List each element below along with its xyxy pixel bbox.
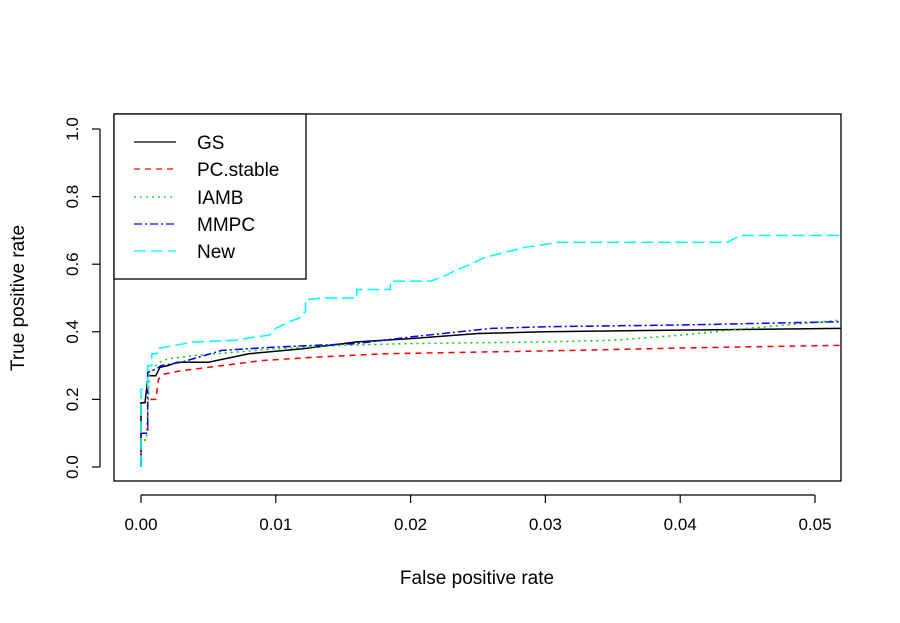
legend-label-pc-stable: PC.stable	[197, 160, 279, 181]
legend-entry-gs: GS	[134, 133, 224, 154]
x-tick-label: 0.01	[259, 515, 292, 534]
y-tick-label: 0.0	[63, 455, 82, 479]
series-layer	[140, 234, 841, 467]
x-tick-label: 0.02	[394, 515, 427, 534]
y-ticks: 0.0 0.2 0.4 0.6 0.8 1.0	[63, 117, 100, 479]
x-tick-label: 0.05	[798, 515, 831, 534]
legend-entry-iamb: IAMB	[134, 188, 243, 209]
x-tick-label: 0.04	[664, 515, 697, 534]
legend-label-iamb: IAMB	[197, 188, 243, 209]
legend-label-new: New	[197, 242, 235, 263]
x-axis: 0.00 0.01 0.02 0.03 0.04 0.05 False positive …	[124, 494, 832, 589]
y-tick-label: 0.2	[63, 388, 82, 412]
plot-frame	[113, 113, 842, 482]
legend-entry-new: New	[134, 242, 235, 263]
legend-entry-pc-stable: PC.stable	[134, 160, 279, 181]
series-line-pc-stable	[140, 344, 841, 467]
x-ticks: 0.00 0.01 0.02 0.03 0.04 0.05	[124, 495, 832, 534]
legend: GS PC.stable IAMB MMPC New	[113, 113, 307, 280]
x-axis-title: False positive rate	[400, 568, 554, 589]
y-tick-label: 0.4	[63, 320, 82, 344]
y-tick-label: 1.0	[63, 117, 82, 141]
y-tick-label: 0.8	[63, 185, 82, 209]
x-tick-label: 0.03	[529, 515, 562, 534]
x-tick-label: 0.00	[124, 515, 157, 534]
series-line-iamb	[140, 319, 841, 467]
legend-entry-mmpc: MMPC	[134, 215, 255, 236]
series-line-mmpc	[140, 320, 841, 467]
legend-label-gs: GS	[197, 133, 224, 154]
legend-label-mmpc: MMPC	[197, 215, 255, 236]
series-line-new	[140, 234, 841, 467]
y-axis-title: True positive rate	[8, 225, 29, 371]
y-tick-label: 0.6	[63, 252, 82, 276]
y-axis: 0.0 0.2 0.4 0.6 0.8 1.0 True positive rate	[8, 117, 101, 479]
